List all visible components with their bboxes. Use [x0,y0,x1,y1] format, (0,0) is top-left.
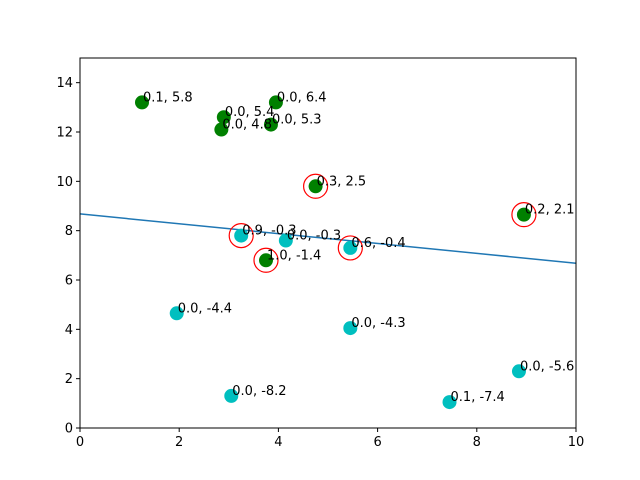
highlight-ring-6 [511,202,537,228]
data-point-1 [268,95,283,110]
point-label-10: 0.6, -0.4 [351,236,405,251]
highlight-ring-7 [253,247,279,273]
x-tick-label-2: 4 [274,435,282,450]
point-label-12: 0.0, -4.3 [351,316,405,331]
point-label-8: 0.9, -0.3 [242,224,296,239]
point-label-5: 0.3, 2.5 [317,174,367,189]
y-tick-label-5: 10 [56,175,73,190]
data-point-13 [224,388,239,403]
y-tick-label-2: 4 [65,323,73,338]
highlight-ring-10 [337,235,363,261]
highlight-ring-5 [303,173,329,199]
highlight-ring-8 [228,223,254,249]
data-point-0 [135,95,149,110]
data-point-5 [308,179,323,194]
point-label-4: 0.0, 4.8 [222,118,272,133]
y-tick-label-3: 6 [65,274,73,289]
plot-area: 0.1, 5.8 0.0, 6.40.0, 5.40.0, 5.30.0, 4.8… [79,90,577,410]
y-tick-label-7: 14 [56,76,73,91]
point-label-1: 0.0, 6.4 [277,90,327,105]
data-point-3 [263,117,278,132]
point-label-13: 0.0, -8.2 [232,384,286,399]
data-point-11 [169,306,184,321]
data-point-10 [343,240,358,255]
x-tick-label-5: 10 [568,435,585,450]
decision-boundary-line [79,213,577,264]
data-point-8 [234,228,249,243]
point-label-0: 0.1, 5.8 [143,90,193,105]
point-label-7: 1.0, -1.4 [267,248,321,263]
x-tick-label-0: 0 [76,435,84,450]
data-point-14 [442,395,457,410]
x-tick-label-1: 2 [175,435,183,450]
x-tick-label-4: 8 [473,435,481,450]
y-tick-label-6: 12 [56,126,73,141]
data-point-12 [343,321,358,336]
data-point-15 [511,364,526,379]
data-point-6 [516,207,531,222]
axes-frame [79,57,577,429]
point-label-11: 0.0, -4.4 [178,301,232,316]
point-label-15: 0.0, -5.6 [520,359,574,374]
y-tick-label-0: 0 [65,422,73,437]
x-tick-label-3: 6 [373,435,381,450]
point-label-3: 0.0, 5.3 [272,113,322,128]
point-label-14: 0.1, -7.4 [451,390,505,405]
point-label-2: 0.0, 5.4 [225,105,275,120]
point-label-6: 0.2, 2.1 [525,203,575,218]
axes-ticks: 0 2 4 6 8 10 0 2 4 6 8 10 12 14 [56,76,584,450]
point-label-9: 0.0, -0.3 [287,229,341,244]
data-point-4 [214,122,229,137]
data-point-7 [259,253,273,268]
data-point-9 [278,233,293,248]
y-tick-label-4: 8 [65,224,73,239]
y-tick-label-1: 2 [65,372,73,387]
data-point-2 [216,110,231,125]
